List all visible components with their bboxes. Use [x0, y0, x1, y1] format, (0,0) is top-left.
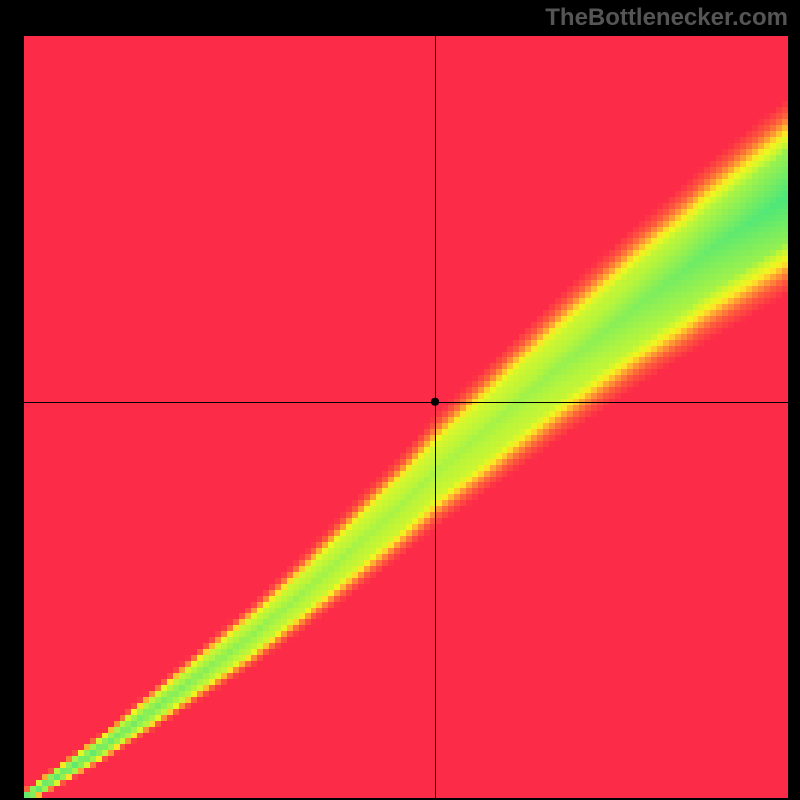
- chart-container: { "chart": { "type": "heatmap", "canvas_…: [0, 0, 800, 800]
- bottleneck-heatmap: [24, 36, 788, 798]
- watermark-text: TheBottlenecker.com: [545, 4, 788, 32]
